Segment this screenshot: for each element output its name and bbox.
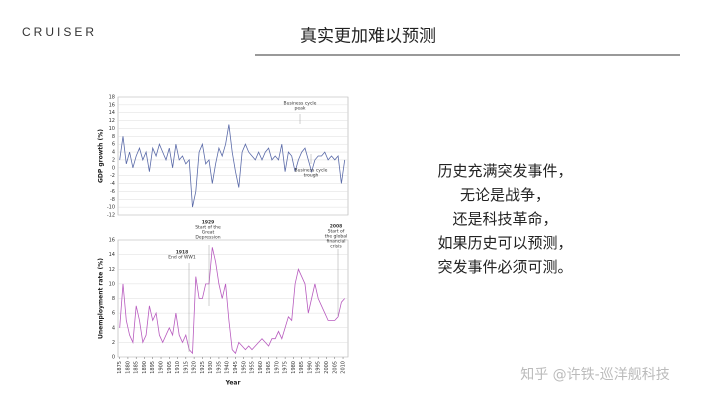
logo: CRUISER	[22, 25, 97, 39]
x-tick-label: 1880	[125, 361, 131, 374]
x-tick-label: 1920	[192, 361, 198, 374]
annotation: peak	[295, 106, 306, 112]
data-line	[119, 124, 346, 208]
slide-title: 真实更加难以预测	[300, 27, 436, 47]
annotation: 2008	[330, 224, 343, 230]
x-tick-label: 1985	[299, 361, 305, 374]
y-tick-label: 0	[112, 165, 115, 171]
x-tick-label: 1910	[175, 361, 181, 374]
y-axis-label: Unemployment rate (%)	[98, 258, 105, 339]
annotation: the global	[325, 234, 348, 240]
x-tick-label: 1930	[208, 361, 214, 374]
y-tick-label: 18	[109, 95, 115, 101]
y-tick-label: -8	[110, 197, 115, 203]
x-tick-label: 2005	[332, 361, 338, 374]
y-tick-label: -12	[107, 213, 115, 219]
y-tick-label: -4	[110, 181, 115, 187]
y-tick-label: 6	[112, 311, 115, 317]
annotation: Start of the	[195, 225, 221, 231]
y-tick-label: 6	[112, 142, 115, 148]
y-tick-label: 4	[112, 325, 115, 331]
y-tick-label: 16	[109, 102, 115, 108]
x-tick-label: 1915	[183, 361, 189, 374]
x-tick-label: 1905	[167, 361, 173, 374]
x-tick-label: 1940	[225, 361, 231, 374]
y-tick-label: 14	[109, 252, 115, 258]
annotation: Business cycle	[284, 101, 317, 107]
x-tick-label: 1925	[200, 361, 206, 374]
y-tick-label: 0	[112, 355, 115, 361]
y-tick-label: 14	[109, 110, 115, 116]
x-tick-label: 1890	[142, 361, 148, 374]
y-tick-label: -6	[110, 189, 115, 195]
y-tick-label: 12	[109, 267, 115, 273]
x-axis-label: Year	[225, 380, 241, 387]
x-tick-label: 1990	[307, 361, 313, 374]
body-line: 还是科技革命，	[452, 210, 557, 228]
y-tick-label: -10	[107, 205, 115, 211]
x-tick-label: 1900	[159, 361, 165, 374]
body-line: 无论是战争，	[460, 186, 550, 204]
y-tick-label: 10	[109, 281, 115, 287]
annotation: 1918	[176, 250, 189, 256]
x-tick-label: 1970	[274, 361, 280, 374]
body-line: 突发事件必须可测。	[437, 258, 572, 276]
y-tick-label: 12	[109, 118, 115, 124]
y-tick-label: 8	[112, 134, 115, 140]
annotation: Start of	[328, 229, 345, 235]
x-tick-label: 1950	[241, 361, 247, 374]
y-tick-label: 16	[109, 238, 115, 244]
x-tick-label: 1995	[316, 361, 322, 374]
data-line	[119, 247, 345, 355]
annotation: End of WW1	[168, 255, 196, 261]
y-axis-label: GDP growth (%)	[98, 129, 105, 183]
y-tick-label: -2	[110, 173, 115, 179]
x-tick-label: 1980	[291, 361, 297, 374]
x-tick-label: 1965	[266, 361, 272, 374]
x-tick-label: 1945	[233, 361, 239, 374]
annotation: 1929	[202, 220, 215, 226]
x-tick-label: 1960	[258, 361, 264, 374]
y-tick-label: 10	[109, 126, 115, 132]
y-tick-label: 2	[112, 340, 115, 346]
y-tick-label: 8	[112, 296, 115, 302]
annotation: trough	[304, 173, 319, 179]
x-tick-label: 2010	[341, 361, 347, 374]
x-tick-label: 1975	[283, 361, 289, 374]
x-tick-label: 2000	[324, 361, 330, 374]
annotation: Depression	[195, 235, 220, 241]
annotation: financial	[326, 239, 345, 245]
annotation: Great	[202, 230, 215, 236]
x-tick-label: 1885	[134, 361, 140, 374]
x-tick-label: 1955	[250, 361, 256, 374]
watermark: 知乎 @许铁-巡洋舰科技	[520, 366, 670, 383]
body-line: 历史充满突发事件，	[437, 162, 572, 180]
body-text: 历史充满突发事件， 无论是战争， 还是科技革命， 如果历史可以预测， 突发事件必须可测。	[437, 162, 572, 276]
x-tick-label: 1935	[216, 361, 222, 374]
x-tick-label: 1895	[150, 361, 156, 374]
body-line: 如果历史可以预测，	[437, 234, 572, 252]
annotation: crisis	[330, 244, 342, 250]
y-tick-label: 2	[112, 157, 115, 163]
y-tick-label: 4	[112, 150, 115, 156]
annotation: Business cycle	[295, 168, 328, 174]
x-tick-label: 1875	[117, 361, 123, 374]
